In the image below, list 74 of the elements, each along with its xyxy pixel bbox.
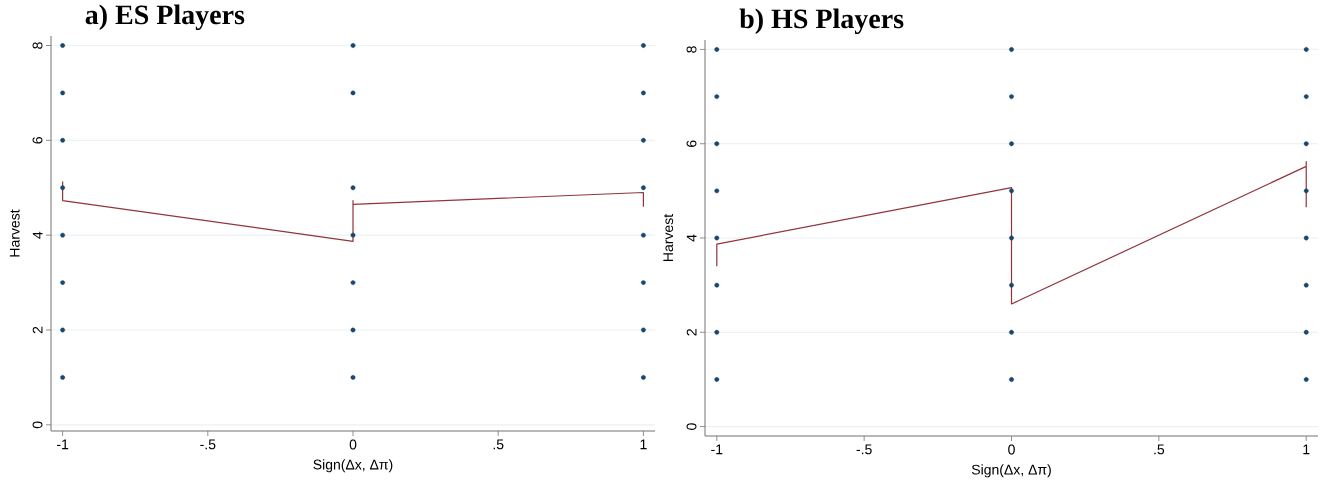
y-tick-label: 6: [686, 140, 697, 147]
point: [1303, 377, 1309, 382]
y-tick-label: 8: [686, 46, 697, 53]
line-series: [716, 161, 1307, 305]
point: [60, 137, 66, 143]
point: [350, 280, 356, 285]
x-tick-label: -1: [711, 444, 723, 455]
x-axis-title: Sign(Δx, Δπ): [313, 459, 393, 473]
point: [640, 375, 646, 380]
point: [714, 377, 720, 382]
point: [714, 235, 720, 241]
point: [714, 94, 720, 99]
x-tick-label: .5: [493, 439, 504, 450]
point: [1303, 47, 1309, 52]
point: [350, 185, 356, 191]
point: [350, 43, 356, 48]
y-tick-label: 4: [686, 234, 697, 242]
y-tick-label: 2: [686, 329, 697, 336]
y-tick-label: 8: [32, 42, 43, 49]
point: [640, 280, 646, 285]
point: [1303, 188, 1309, 194]
point: [714, 329, 720, 335]
point: [1303, 141, 1309, 147]
y-axis-title: Harvest: [663, 213, 674, 261]
point: [60, 327, 66, 333]
point: [60, 232, 66, 238]
chart-title: b) HS Players: [739, 8, 904, 35]
point: [640, 90, 646, 96]
point: [1303, 329, 1309, 335]
x-axis-title: Sign(Δx, Δπ): [971, 464, 1051, 478]
point: [1009, 329, 1014, 335]
point: [1009, 141, 1014, 147]
point: [1009, 94, 1014, 99]
point: [1303, 235, 1309, 241]
point: [350, 375, 356, 380]
y-tick-label: 2: [32, 326, 43, 334]
chart-title: a) ES Players: [85, 4, 245, 31]
point: [350, 90, 356, 96]
point: [1009, 235, 1014, 241]
y-tick-label: 6: [32, 137, 43, 144]
point: [640, 137, 646, 143]
x-tick-label: .5: [1154, 444, 1165, 455]
y-tick-label: 0: [32, 421, 43, 429]
point: [60, 375, 66, 380]
point: [640, 232, 646, 238]
point: [1009, 188, 1014, 194]
point: [60, 185, 66, 191]
point: [714, 47, 720, 52]
x-tick-label: -.5: [856, 444, 872, 455]
x-tick-label: 0: [1008, 444, 1015, 455]
point: [1009, 377, 1014, 382]
point: [350, 232, 356, 238]
point: [60, 43, 66, 48]
point: [1009, 47, 1014, 52]
point: [60, 90, 66, 96]
point: [714, 282, 720, 288]
point: [714, 188, 720, 194]
point: [640, 327, 646, 333]
point: [350, 327, 356, 333]
point: [1303, 94, 1309, 99]
point: [640, 43, 646, 48]
point: [1303, 282, 1309, 288]
x-tick-label: 0: [349, 439, 357, 450]
point: [60, 280, 66, 285]
y-axis-title: Harvest: [9, 209, 20, 257]
x-tick-label: -.5: [200, 439, 216, 450]
x-tick-label: 1: [640, 439, 647, 450]
x-tick-label: -1: [57, 439, 69, 450]
x-tick-label: 1: [1303, 444, 1310, 455]
y-tick-label: 0: [686, 423, 697, 430]
point: [640, 185, 646, 191]
y-tick-label: 4: [32, 231, 43, 239]
point: [714, 141, 720, 147]
point: [1009, 282, 1014, 288]
